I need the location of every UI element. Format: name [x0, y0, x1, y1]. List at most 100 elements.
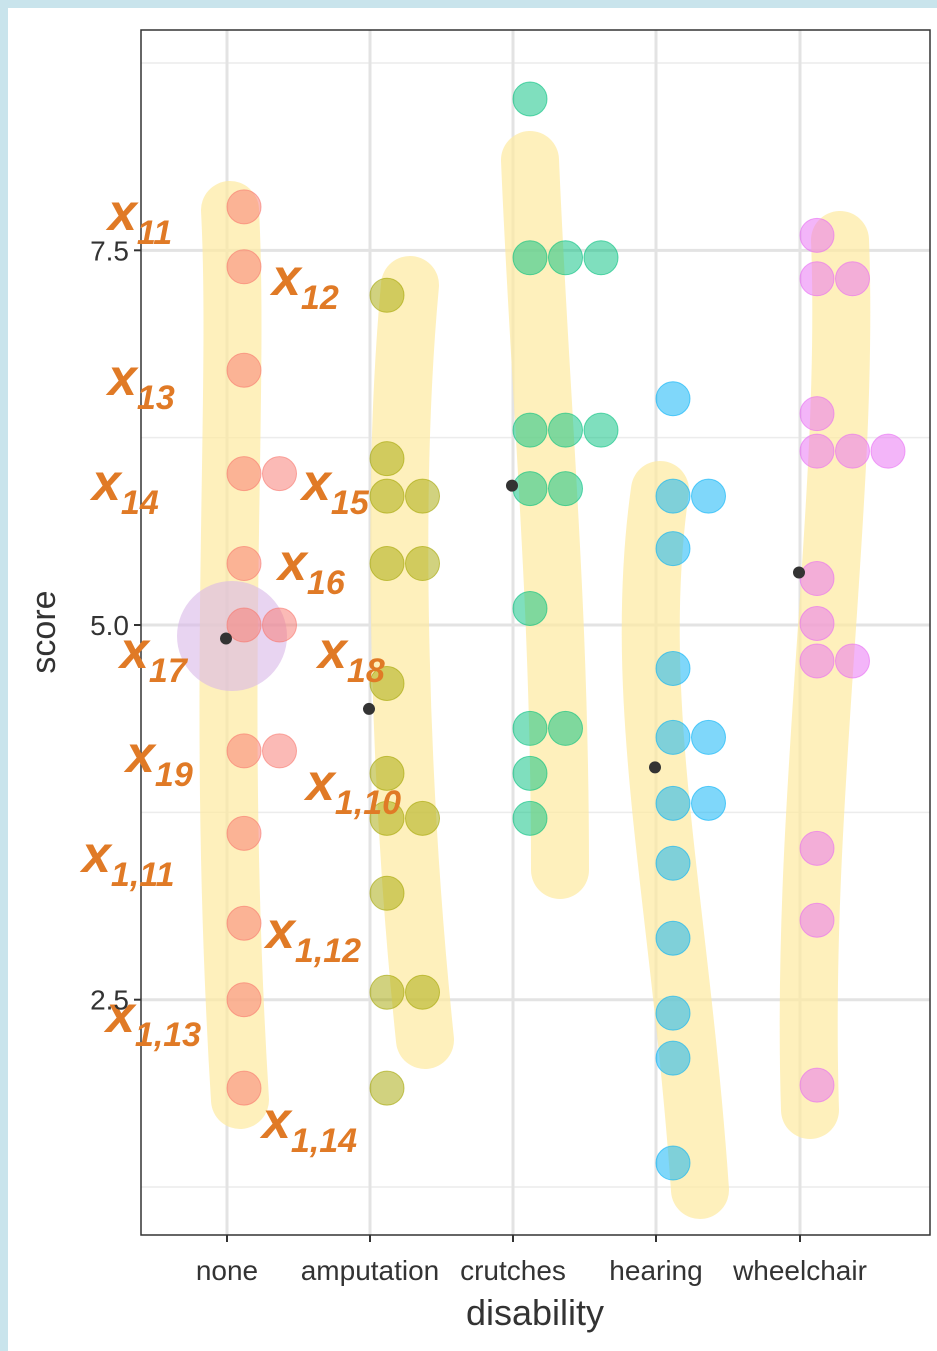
dot — [835, 433, 870, 469]
dot — [691, 478, 726, 514]
dot — [691, 785, 726, 821]
annotation-base: x — [259, 1092, 293, 1150]
dot — [226, 189, 262, 225]
annotation-sub: 14 — [121, 484, 159, 522]
mean-dot — [793, 566, 805, 579]
mean-dot — [363, 702, 375, 715]
dot — [583, 412, 619, 448]
x-tick-label: none — [196, 1255, 258, 1286]
y-tick-label: 2.5 — [90, 985, 129, 1016]
annotation-sub: 18 — [347, 652, 385, 690]
annotation: x19 — [123, 726, 193, 794]
dot — [226, 607, 262, 643]
dot — [512, 471, 548, 507]
annotation: x14 — [89, 454, 159, 522]
annotation-base: x — [103, 986, 137, 1044]
dot — [369, 665, 405, 701]
dot — [512, 591, 548, 627]
dot — [655, 1145, 691, 1181]
annotation: x13 — [105, 349, 175, 417]
annotation-base: x — [105, 349, 139, 407]
annotation-base: x — [263, 902, 297, 960]
dot — [369, 546, 405, 582]
dot — [226, 1070, 262, 1106]
dot — [369, 875, 405, 911]
annotation-sub: 15 — [331, 484, 370, 522]
dot — [799, 396, 835, 432]
dot — [691, 719, 726, 755]
annotation: x18 — [315, 622, 385, 690]
dot — [262, 456, 297, 492]
annotation-sub: 19 — [155, 756, 193, 794]
dot — [369, 1070, 405, 1106]
annotation-base: x — [269, 249, 303, 307]
dot — [655, 845, 691, 881]
x-tick-label: amputation — [301, 1255, 440, 1286]
mean-dot — [506, 479, 518, 492]
dot — [369, 441, 405, 477]
dot — [512, 710, 548, 746]
annotation-base: x — [79, 826, 113, 884]
annotation: x11 — [105, 184, 172, 252]
annotation-sub: 12 — [301, 279, 339, 317]
annotation-base: x — [123, 726, 157, 784]
annotation-base: x — [105, 184, 139, 242]
annotation-sub: 1,12 — [295, 932, 361, 970]
y-axis-title: score — [25, 590, 63, 673]
annotation-sub: 13 — [137, 379, 175, 417]
dot — [262, 607, 297, 643]
dot — [369, 755, 405, 791]
points — [220, 81, 906, 1181]
dot — [369, 277, 405, 313]
dot — [799, 643, 835, 679]
dot — [799, 561, 835, 597]
dot — [226, 352, 262, 388]
x-tick-label: wheelchair — [732, 1255, 867, 1286]
dot — [512, 412, 548, 448]
dot — [870, 433, 906, 469]
dot — [799, 830, 835, 866]
annotation-sub: 17 — [149, 652, 189, 690]
dot — [226, 546, 262, 582]
dot — [512, 755, 548, 791]
dot — [262, 733, 297, 769]
dot — [512, 240, 548, 276]
dot — [548, 412, 583, 448]
dot — [835, 261, 870, 297]
dot — [226, 982, 262, 1018]
dot — [655, 785, 691, 821]
annotation-sub: 1,13 — [135, 1016, 201, 1054]
y-tick-label: 7.5 — [90, 235, 129, 266]
annotation: x1,14 — [259, 1092, 357, 1160]
x-tick-label: hearing — [609, 1255, 702, 1286]
annotation: x12 — [269, 249, 339, 317]
annotation: x15 — [299, 454, 370, 522]
annotation: x1,12 — [263, 902, 361, 970]
dot — [226, 456, 262, 492]
annotation: x16 — [275, 534, 346, 602]
dot — [799, 433, 835, 469]
dot — [548, 240, 583, 276]
x-tick-label: crutches — [460, 1255, 566, 1286]
panel-bg — [8, 8, 937, 1351]
dot — [655, 650, 691, 686]
dot — [655, 381, 691, 417]
dot — [369, 478, 405, 514]
dot — [226, 249, 262, 285]
annotation-base: x — [89, 454, 123, 512]
annotation-sub: 16 — [307, 564, 346, 602]
mean-dot — [220, 632, 232, 645]
dot — [655, 531, 691, 567]
dot — [548, 471, 583, 507]
dot — [226, 905, 262, 941]
highlight — [370, 256, 454, 1069]
annotation-sub: 1,14 — [291, 1122, 357, 1160]
dot — [512, 81, 548, 117]
dot — [799, 1067, 835, 1103]
annotation: x1,10 — [303, 754, 401, 822]
x-axis-title: disability — [466, 1292, 604, 1333]
dot — [369, 974, 405, 1010]
dot — [583, 240, 619, 276]
